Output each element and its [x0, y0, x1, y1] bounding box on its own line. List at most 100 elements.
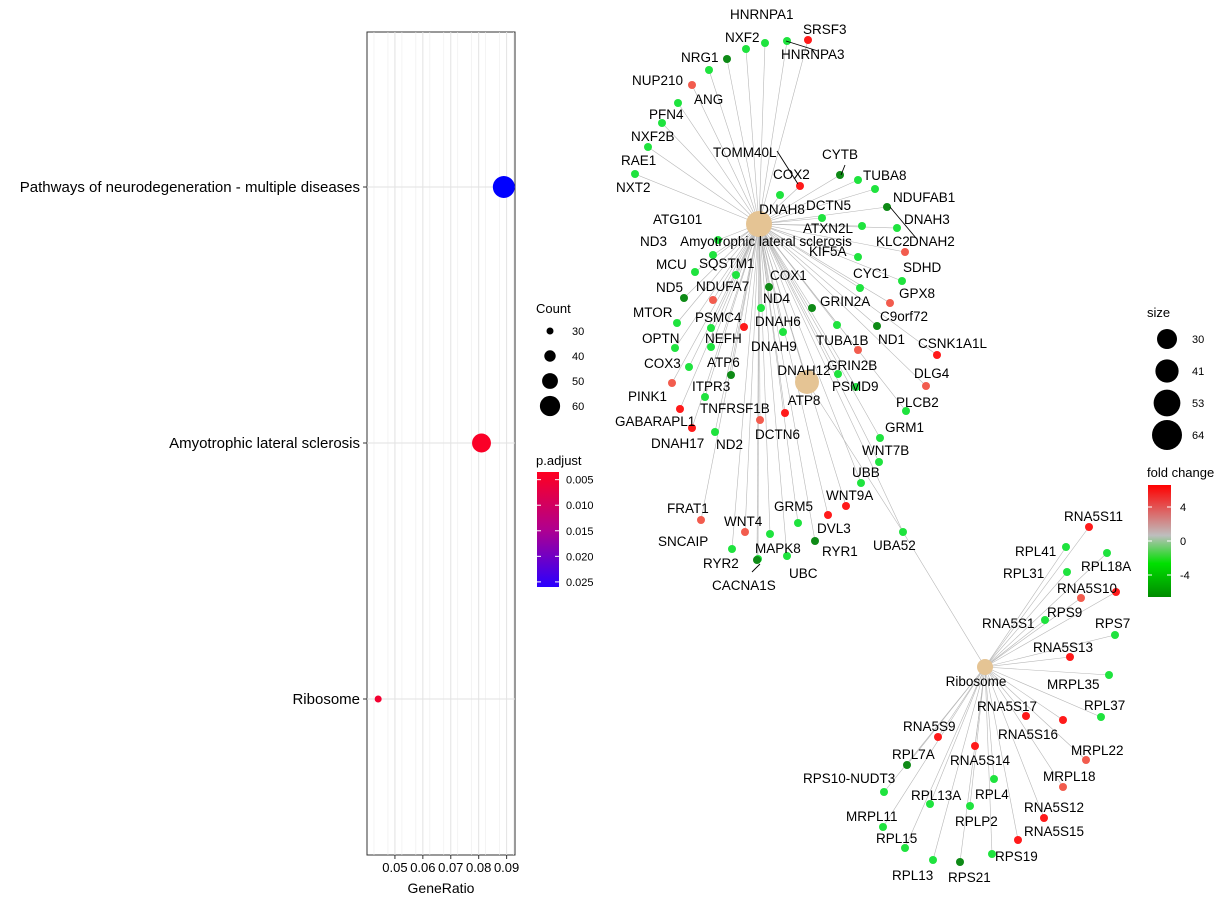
- gene-label: GPX8: [899, 286, 935, 301]
- network-nodes: [631, 36, 1120, 866]
- gene-node: [818, 214, 826, 222]
- dotplot-point: [492, 176, 515, 198]
- network-edge: [758, 188, 876, 225]
- gene-label: DCTN6: [755, 427, 800, 442]
- gene-label: RYR1: [822, 544, 858, 559]
- network-edge: [758, 223, 859, 258]
- gene-label: TNFRSF1B: [700, 401, 770, 416]
- gene-node: [811, 537, 819, 545]
- gene-node: [765, 283, 773, 291]
- gene-label: DLG4: [914, 366, 950, 381]
- network-edge: [674, 223, 760, 349]
- dotplot-gridlines: [367, 32, 515, 855]
- gene-node: [776, 191, 784, 199]
- gene-node: [842, 502, 850, 510]
- network-edge: [679, 223, 760, 410]
- network-edge: [984, 552, 1108, 668]
- size-legend-label: 41: [1192, 366, 1204, 378]
- network-edge: [710, 223, 760, 348]
- gene-label: RNA5S11: [1064, 509, 1123, 524]
- gene-label: RPL31: [1003, 566, 1044, 581]
- hub-label: DNAH8: [759, 202, 805, 217]
- network-edge: [677, 102, 760, 225]
- network-edge: [691, 84, 760, 225]
- gene-label: RNA5S13: [1033, 640, 1093, 655]
- gene-label: GABARAPL1: [615, 414, 695, 429]
- gene-node: [1112, 588, 1120, 596]
- network-edge: [756, 223, 760, 561]
- count-legend-dot: [544, 350, 556, 362]
- gene-label: RPS7: [1095, 616, 1130, 631]
- padjust-tick-label: 0.010: [566, 500, 594, 512]
- dotplot-points: [374, 176, 515, 703]
- network-edges: [634, 39, 1117, 863]
- network-edge: [744, 223, 760, 533]
- gene-node: [671, 344, 679, 352]
- gene-node: [854, 253, 862, 261]
- network-edge: [758, 223, 938, 356]
- network-edge: [806, 381, 904, 533]
- network-edge: [883, 666, 986, 793]
- gene-node: [966, 802, 974, 810]
- network-edge: [984, 597, 1082, 668]
- gene-node: [901, 248, 909, 256]
- gene-node: [886, 299, 894, 307]
- gene-label: UBB: [852, 465, 880, 480]
- dotplot-y-ticks: Pathways of neurodegeneration - multiple…: [20, 179, 367, 708]
- gene-label: RPLP2: [955, 814, 998, 829]
- gene-node: [709, 296, 717, 304]
- network-edge: [758, 223, 771, 535]
- gene-node: [1082, 756, 1090, 764]
- gene-label: PFN4: [649, 107, 684, 122]
- gene-node: [1041, 616, 1049, 624]
- gene-node: [794, 519, 802, 527]
- gene-node: [732, 271, 740, 279]
- gene-label: HNRNPA1: [730, 7, 794, 22]
- gene-label: GRIN2A: [820, 294, 870, 309]
- gene-label: RNA5S15: [1024, 824, 1084, 839]
- gene-node: [876, 434, 884, 442]
- dotplot-point: [472, 433, 491, 453]
- fold-change-tick-label: 0: [1180, 536, 1186, 548]
- network-edge: [882, 666, 986, 828]
- network-edge: [704, 223, 760, 398]
- network-edge: [932, 666, 986, 861]
- gene-label: DNAH9: [751, 339, 797, 354]
- gene-label: MRPL35: [1047, 677, 1100, 692]
- padjust-tick-label: 0.020: [566, 551, 594, 563]
- gene-label: RAE1: [621, 153, 656, 168]
- padjust-colorbar: [537, 472, 559, 587]
- gene-label: COX3: [644, 356, 681, 371]
- network-edge: [984, 666, 1027, 717]
- gene-node: [929, 856, 937, 864]
- network-edge: [671, 223, 760, 384]
- gene-label: ITPR3: [692, 379, 730, 394]
- gene-label: RPL41: [1015, 544, 1056, 559]
- size-legend-dot: [1152, 420, 1182, 450]
- gene-label: FRAT1: [667, 501, 709, 516]
- network-edge: [937, 666, 986, 738]
- gene-label: MRPL22: [1071, 743, 1124, 758]
- gene-node: [753, 556, 761, 564]
- network-panel: HNRNPA1 NXF2 SRSF3 HNRNPA3 NRG1 NUP210 ANG PFN4…: [615, 7, 1131, 885]
- gene-node: [880, 788, 888, 796]
- gene-node: [1097, 713, 1105, 721]
- network-edge: [758, 223, 898, 229]
- gene-label: WNT7B: [862, 443, 909, 458]
- gene-node: [934, 733, 942, 741]
- padjust-tick-label: 0.025: [566, 577, 594, 589]
- gene-label: GRM5: [774, 499, 813, 514]
- gene-node: [1022, 712, 1030, 720]
- gene-label: RNA5S14: [950, 753, 1011, 768]
- gene-label: DCTN5: [806, 198, 851, 213]
- count-legend-label: 30: [572, 326, 584, 338]
- gene-label: TUBA8: [863, 168, 907, 183]
- label-leader-line: [840, 164, 846, 176]
- gene-node: [873, 322, 881, 330]
- gene-label: ND4: [763, 291, 790, 306]
- gene-label: PSMC4: [695, 310, 742, 325]
- network-edge: [984, 634, 1116, 668]
- gene-label: NXF2: [725, 30, 760, 45]
- gene-label: DNAH3: [904, 212, 950, 227]
- network-edge: [902, 531, 986, 668]
